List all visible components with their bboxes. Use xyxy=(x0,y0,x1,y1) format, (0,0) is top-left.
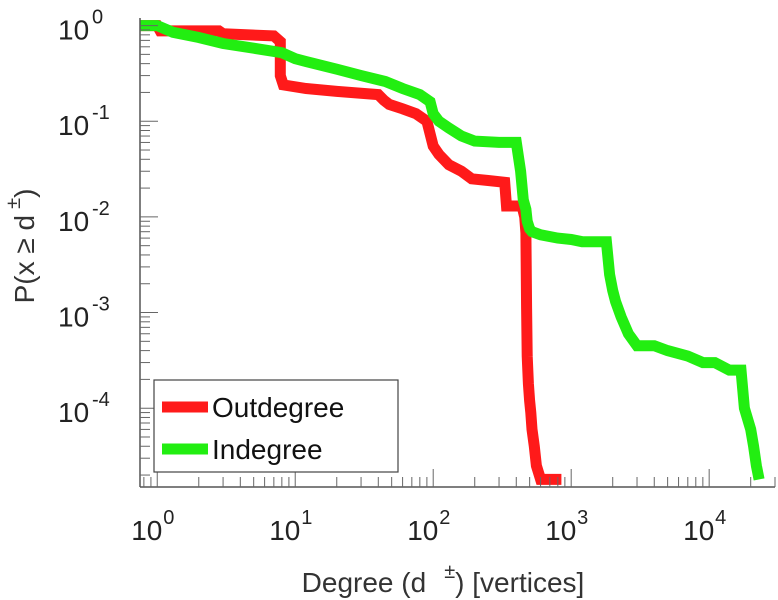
x-tick-base: 10 xyxy=(131,515,162,546)
y-tick-label: 10 0 xyxy=(58,7,103,46)
x-tick-exponent: 4 xyxy=(715,507,726,529)
legend-label-outdegree: Outdegree xyxy=(212,392,344,423)
x-tick-label: 10 1 xyxy=(269,507,312,546)
axes-layer: 10 0 10 1 10 2 10 3 10 410 010 -110 -210 -310 -4 xyxy=(58,7,776,546)
x-tick-label: 10 2 xyxy=(407,507,450,546)
y-tick-exponent: -2 xyxy=(92,198,110,220)
series-layer xyxy=(139,20,765,485)
legend: Outdegree Indegree xyxy=(153,379,399,473)
y-tick-exponent: -3 xyxy=(92,294,110,316)
y-tick-exponent: -1 xyxy=(92,102,110,124)
x-axis-label: Degree (d ±) [vertices] xyxy=(302,561,585,598)
legend-box xyxy=(153,379,399,473)
y-tick-base: 10 xyxy=(58,15,89,46)
y-tick-exponent: -4 xyxy=(92,389,110,411)
y-tick-base: 10 xyxy=(58,110,89,141)
legend-label-indegree: Indegree xyxy=(212,434,323,465)
x-tick-base: 10 xyxy=(407,515,438,546)
y-tick-label: 10 -1 xyxy=(58,102,110,141)
y-tick-label: 10 -2 xyxy=(58,198,110,237)
x-tick-base: 10 xyxy=(545,515,576,546)
y-tick-label: 10 -3 xyxy=(58,294,110,333)
x-tick-base: 10 xyxy=(269,515,300,546)
x-tick-exponent: 3 xyxy=(577,507,588,529)
x-tick-label: 10 4 xyxy=(683,507,726,546)
x-tick-label: 10 3 xyxy=(545,507,588,546)
y-tick-base: 10 xyxy=(58,302,89,333)
y-axis-label: P(x ≥ d±) xyxy=(3,189,40,304)
y-tick-exponent: 0 xyxy=(92,7,103,29)
x-tick-base: 10 xyxy=(683,515,714,546)
y-tick-label: 10 -4 xyxy=(58,389,110,428)
x-tick-exponent: 0 xyxy=(163,507,174,529)
x-tick-label: 10 0 xyxy=(131,507,174,546)
y-tick-base: 10 xyxy=(58,397,89,428)
y-tick-base: 10 xyxy=(58,206,89,237)
x-tick-exponent: 1 xyxy=(301,507,312,529)
x-tick-exponent: 2 xyxy=(439,507,450,529)
